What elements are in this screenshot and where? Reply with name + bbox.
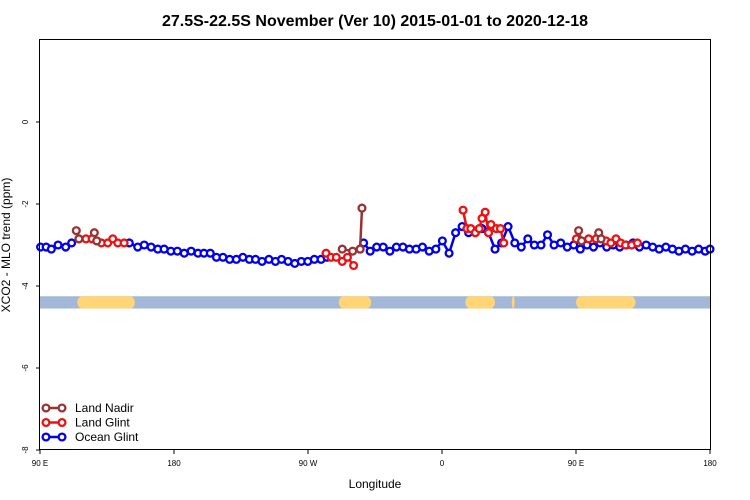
land-region bbox=[338, 296, 372, 309]
series-land-glint bbox=[74, 205, 642, 271]
data-point bbox=[342, 252, 353, 262]
legend-label: Ocean Glint bbox=[75, 430, 139, 444]
data-point bbox=[575, 244, 585, 254]
data-point bbox=[556, 238, 566, 248]
legend-item-land-glint: Land Glint bbox=[41, 416, 130, 430]
series-layer bbox=[36, 203, 715, 271]
legend-marker bbox=[41, 403, 51, 413]
data-point bbox=[385, 246, 395, 256]
data-point bbox=[584, 234, 594, 244]
legend-item-ocean-glint: Ocean Glint bbox=[41, 430, 139, 444]
data-point bbox=[357, 203, 367, 213]
data-point bbox=[632, 238, 642, 248]
data-point bbox=[596, 234, 606, 244]
data-point bbox=[516, 242, 526, 252]
y-axis-ticks: 0 -2 -4 -6 -8 bbox=[21, 119, 40, 454]
data-point bbox=[523, 234, 533, 244]
data-point bbox=[458, 205, 468, 215]
data-point bbox=[536, 240, 546, 250]
data-point bbox=[490, 244, 500, 254]
data-point bbox=[331, 252, 341, 262]
chart-title: 27.5S-22.5S November (Ver 10) 2015-01-01… bbox=[162, 13, 588, 30]
legend-label: Land Glint bbox=[75, 416, 130, 430]
ocean-band bbox=[40, 296, 710, 309]
data-point bbox=[483, 228, 494, 238]
data-point bbox=[92, 236, 102, 246]
y-tick-label: -2 bbox=[21, 200, 30, 208]
x-axis-label: Longitude bbox=[349, 477, 402, 491]
legend-marker bbox=[57, 403, 67, 413]
data-point bbox=[437, 236, 447, 246]
x-tick-label: 0 bbox=[440, 459, 445, 468]
data-point bbox=[89, 228, 99, 238]
data-point bbox=[71, 226, 81, 236]
data-point bbox=[53, 240, 63, 250]
data-point bbox=[378, 242, 388, 252]
data-point bbox=[495, 224, 505, 234]
land-region bbox=[77, 296, 135, 309]
data-point bbox=[480, 207, 490, 217]
y-axis-label: XCO2 - MLO trend (ppm) bbox=[0, 178, 13, 313]
data-point bbox=[46, 244, 56, 254]
x-tick-label: 180 bbox=[167, 459, 181, 468]
data-point bbox=[474, 224, 484, 234]
data-point bbox=[355, 244, 365, 254]
x-tick-label: 90 E bbox=[568, 459, 584, 468]
data-point bbox=[67, 238, 77, 248]
data-point bbox=[451, 228, 461, 238]
data-point bbox=[510, 238, 520, 248]
data-point bbox=[417, 242, 428, 252]
data-point bbox=[61, 242, 71, 252]
data-point bbox=[365, 246, 375, 256]
legend-item-land-nadir: Land Nadir bbox=[41, 401, 134, 415]
land-region bbox=[576, 296, 636, 309]
data-point bbox=[577, 236, 587, 246]
y-tick-label: 0 bbox=[21, 119, 30, 124]
land-ocean-band bbox=[40, 296, 710, 309]
x-tick-label: 90 E bbox=[32, 459, 48, 468]
land-region bbox=[511, 296, 515, 309]
data-point bbox=[348, 246, 358, 256]
data-point bbox=[499, 238, 509, 248]
legend-marker bbox=[57, 417, 67, 428]
y-tick-label: -4 bbox=[21, 282, 30, 290]
data-point bbox=[205, 248, 215, 258]
x-tick-label: 90 W bbox=[299, 459, 318, 468]
y-tick-label: -6 bbox=[21, 364, 30, 372]
x-tick-label: 180 bbox=[703, 459, 717, 468]
data-point bbox=[574, 226, 584, 236]
data-point bbox=[503, 222, 513, 232]
series-line bbox=[358, 208, 364, 250]
x-axis-ticks: 90 E 180 90 W 0 90 E 180 bbox=[32, 450, 717, 468]
data-point bbox=[119, 238, 129, 248]
data-point bbox=[349, 260, 359, 271]
legend-marker bbox=[41, 417, 51, 428]
legend-marker bbox=[57, 432, 67, 442]
legend-label: Land Nadir bbox=[75, 401, 134, 415]
legend-marker bbox=[41, 432, 51, 442]
data-point bbox=[542, 230, 553, 240]
data-point bbox=[444, 248, 454, 258]
land-region bbox=[465, 296, 496, 309]
series-land-nadir bbox=[71, 203, 606, 256]
data-point bbox=[337, 244, 347, 254]
y-tick-label: -8 bbox=[21, 446, 30, 454]
data-point bbox=[74, 234, 84, 244]
plot-frame bbox=[39, 39, 711, 450]
data-point bbox=[588, 242, 599, 252]
data-point bbox=[431, 244, 441, 254]
